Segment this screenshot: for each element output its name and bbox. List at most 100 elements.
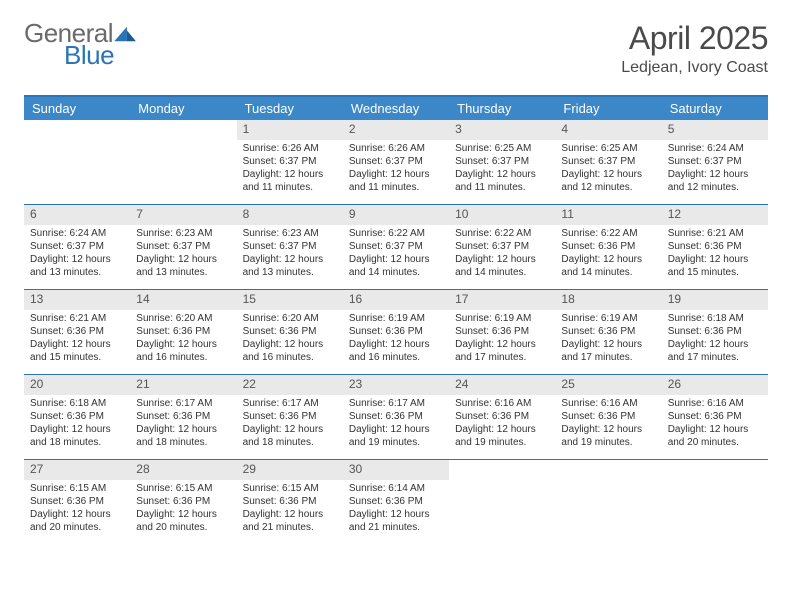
day-body: Sunrise: 6:26 AMSunset: 6:37 PMDaylight:… bbox=[237, 140, 343, 198]
day-body bbox=[24, 140, 130, 146]
day-cell: 5Sunrise: 6:24 AMSunset: 6:37 PMDaylight… bbox=[662, 120, 768, 204]
day-body: Sunrise: 6:16 AMSunset: 6:36 PMDaylight:… bbox=[662, 395, 768, 453]
day-body: Sunrise: 6:20 AMSunset: 6:36 PMDaylight:… bbox=[130, 310, 236, 368]
day-line: Sunrise: 6:17 AM bbox=[136, 397, 230, 410]
day-line: Daylight: 12 hours and 20 minutes. bbox=[136, 508, 230, 534]
day-line: Sunset: 6:36 PM bbox=[30, 410, 124, 423]
day-body: Sunrise: 6:19 AMSunset: 6:36 PMDaylight:… bbox=[343, 310, 449, 368]
day-line: Daylight: 12 hours and 17 minutes. bbox=[561, 338, 655, 364]
day-body: Sunrise: 6:15 AMSunset: 6:36 PMDaylight:… bbox=[24, 480, 130, 538]
day-cell: 25Sunrise: 6:16 AMSunset: 6:36 PMDayligh… bbox=[555, 375, 661, 459]
day-line: Sunrise: 6:25 AM bbox=[455, 142, 549, 155]
day-body: Sunrise: 6:18 AMSunset: 6:36 PMDaylight:… bbox=[662, 310, 768, 368]
day-number: 6 bbox=[24, 205, 130, 225]
day-line: Sunset: 6:36 PM bbox=[668, 240, 762, 253]
day-number: 18 bbox=[555, 290, 661, 310]
day-cell: 27Sunrise: 6:15 AMSunset: 6:36 PMDayligh… bbox=[24, 460, 130, 544]
day-line: Daylight: 12 hours and 15 minutes. bbox=[668, 253, 762, 279]
day-number bbox=[24, 120, 130, 140]
day-line: Daylight: 12 hours and 18 minutes. bbox=[136, 423, 230, 449]
day-number bbox=[130, 120, 236, 140]
day-header-sun: Sunday bbox=[24, 97, 130, 120]
day-number: 4 bbox=[555, 120, 661, 140]
day-body bbox=[130, 140, 236, 146]
day-body: Sunrise: 6:26 AMSunset: 6:37 PMDaylight:… bbox=[343, 140, 449, 198]
day-body: Sunrise: 6:17 AMSunset: 6:36 PMDaylight:… bbox=[343, 395, 449, 453]
day-line: Daylight: 12 hours and 14 minutes. bbox=[349, 253, 443, 279]
day-line: Daylight: 12 hours and 17 minutes. bbox=[455, 338, 549, 364]
day-number: 24 bbox=[449, 375, 555, 395]
day-cell: 23Sunrise: 6:17 AMSunset: 6:36 PMDayligh… bbox=[343, 375, 449, 459]
day-body: Sunrise: 6:17 AMSunset: 6:36 PMDaylight:… bbox=[130, 395, 236, 453]
day-cell: 7Sunrise: 6:23 AMSunset: 6:37 PMDaylight… bbox=[130, 205, 236, 289]
day-line: Sunset: 6:37 PM bbox=[455, 155, 549, 168]
day-line: Sunrise: 6:15 AM bbox=[30, 482, 124, 495]
day-line: Sunset: 6:36 PM bbox=[561, 325, 655, 338]
day-line: Sunset: 6:37 PM bbox=[561, 155, 655, 168]
day-body: Sunrise: 6:20 AMSunset: 6:36 PMDaylight:… bbox=[237, 310, 343, 368]
day-line: Sunset: 6:36 PM bbox=[455, 325, 549, 338]
day-number: 16 bbox=[343, 290, 449, 310]
day-cell bbox=[130, 120, 236, 204]
week-row: 1Sunrise: 6:26 AMSunset: 6:37 PMDaylight… bbox=[24, 120, 768, 205]
day-line: Daylight: 12 hours and 21 minutes. bbox=[243, 508, 337, 534]
day-cell: 4Sunrise: 6:25 AMSunset: 6:37 PMDaylight… bbox=[555, 120, 661, 204]
day-header-wed: Wednesday bbox=[343, 97, 449, 120]
day-body: Sunrise: 6:16 AMSunset: 6:36 PMDaylight:… bbox=[555, 395, 661, 453]
day-cell: 15Sunrise: 6:20 AMSunset: 6:36 PMDayligh… bbox=[237, 290, 343, 374]
day-number: 25 bbox=[555, 375, 661, 395]
day-line: Daylight: 12 hours and 16 minutes. bbox=[136, 338, 230, 364]
day-cell: 6Sunrise: 6:24 AMSunset: 6:37 PMDaylight… bbox=[24, 205, 130, 289]
day-line: Sunset: 6:36 PM bbox=[30, 325, 124, 338]
day-line: Sunrise: 6:17 AM bbox=[243, 397, 337, 410]
day-header-tue: Tuesday bbox=[237, 97, 343, 120]
week-row: 27Sunrise: 6:15 AMSunset: 6:36 PMDayligh… bbox=[24, 460, 768, 544]
day-line: Sunrise: 6:20 AM bbox=[136, 312, 230, 325]
day-body: Sunrise: 6:16 AMSunset: 6:36 PMDaylight:… bbox=[449, 395, 555, 453]
day-line: Sunset: 6:36 PM bbox=[243, 495, 337, 508]
day-line: Sunset: 6:36 PM bbox=[668, 325, 762, 338]
day-line: Daylight: 12 hours and 17 minutes. bbox=[668, 338, 762, 364]
day-number: 1 bbox=[237, 120, 343, 140]
day-line: Sunset: 6:36 PM bbox=[349, 325, 443, 338]
month-title: April 2025 bbox=[621, 20, 768, 57]
day-number: 28 bbox=[130, 460, 236, 480]
day-cell: 12Sunrise: 6:21 AMSunset: 6:36 PMDayligh… bbox=[662, 205, 768, 289]
day-body: Sunrise: 6:25 AMSunset: 6:37 PMDaylight:… bbox=[555, 140, 661, 198]
day-cell: 24Sunrise: 6:16 AMSunset: 6:36 PMDayligh… bbox=[449, 375, 555, 459]
day-line: Sunrise: 6:25 AM bbox=[561, 142, 655, 155]
logo-text-2: Blue bbox=[64, 42, 138, 68]
day-cell: 8Sunrise: 6:23 AMSunset: 6:37 PMDaylight… bbox=[237, 205, 343, 289]
day-cell: 21Sunrise: 6:17 AMSunset: 6:36 PMDayligh… bbox=[130, 375, 236, 459]
day-line: Sunrise: 6:16 AM bbox=[455, 397, 549, 410]
week-row: 6Sunrise: 6:24 AMSunset: 6:37 PMDaylight… bbox=[24, 205, 768, 290]
day-cell bbox=[449, 460, 555, 544]
day-line: Sunrise: 6:26 AM bbox=[349, 142, 443, 155]
day-cell: 29Sunrise: 6:15 AMSunset: 6:36 PMDayligh… bbox=[237, 460, 343, 544]
day-cell: 1Sunrise: 6:26 AMSunset: 6:37 PMDaylight… bbox=[237, 120, 343, 204]
day-line: Sunrise: 6:17 AM bbox=[349, 397, 443, 410]
day-body bbox=[449, 480, 555, 486]
title-block: April 2025 Ledjean, Ivory Coast bbox=[621, 20, 768, 77]
day-cell: 20Sunrise: 6:18 AMSunset: 6:36 PMDayligh… bbox=[24, 375, 130, 459]
day-number: 14 bbox=[130, 290, 236, 310]
day-line: Sunrise: 6:19 AM bbox=[561, 312, 655, 325]
day-number: 7 bbox=[130, 205, 236, 225]
day-header-sat: Saturday bbox=[662, 97, 768, 120]
day-line: Daylight: 12 hours and 11 minutes. bbox=[349, 168, 443, 194]
day-cell: 17Sunrise: 6:19 AMSunset: 6:36 PMDayligh… bbox=[449, 290, 555, 374]
day-body: Sunrise: 6:22 AMSunset: 6:37 PMDaylight:… bbox=[343, 225, 449, 283]
day-body: Sunrise: 6:19 AMSunset: 6:36 PMDaylight:… bbox=[449, 310, 555, 368]
day-body: Sunrise: 6:21 AMSunset: 6:36 PMDaylight:… bbox=[662, 225, 768, 283]
day-line: Daylight: 12 hours and 21 minutes. bbox=[349, 508, 443, 534]
day-line: Sunrise: 6:18 AM bbox=[30, 397, 124, 410]
day-line: Daylight: 12 hours and 16 minutes. bbox=[243, 338, 337, 364]
day-line: Sunset: 6:37 PM bbox=[243, 155, 337, 168]
day-number: 27 bbox=[24, 460, 130, 480]
day-line: Daylight: 12 hours and 20 minutes. bbox=[668, 423, 762, 449]
day-body bbox=[662, 480, 768, 486]
day-line: Sunset: 6:37 PM bbox=[455, 240, 549, 253]
day-body: Sunrise: 6:18 AMSunset: 6:36 PMDaylight:… bbox=[24, 395, 130, 453]
day-cell: 2Sunrise: 6:26 AMSunset: 6:37 PMDaylight… bbox=[343, 120, 449, 204]
day-cell: 26Sunrise: 6:16 AMSunset: 6:36 PMDayligh… bbox=[662, 375, 768, 459]
